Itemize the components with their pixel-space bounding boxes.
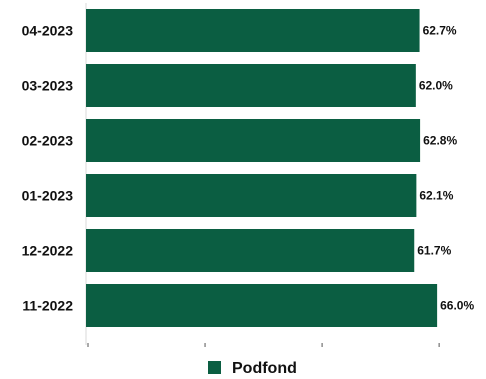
category-label: 04-2023: [22, 23, 74, 39]
bar-04-2023: [86, 9, 420, 52]
category-label: 11-2022: [22, 298, 73, 314]
bar-02-2023: [86, 119, 421, 162]
bar-12-2022: [86, 229, 415, 272]
chart-labels: 04-2023 62.7% 03-2023 62.0% 02-2023 62.8% 01-2…: [22, 23, 475, 314]
value-label: 66.0%: [440, 299, 474, 313]
legend-label: Podfond: [232, 360, 297, 377]
category-label: 03-2023: [22, 78, 74, 94]
bar-11-2022: [86, 284, 438, 327]
chart-legend: Podfond: [208, 360, 297, 377]
value-label: 62.8%: [423, 134, 457, 148]
legend-swatch: [208, 361, 221, 374]
chart-bars: [86, 9, 438, 327]
bar-01-2023: [86, 174, 417, 217]
value-label: 62.7%: [423, 24, 457, 38]
category-label: 02-2023: [22, 133, 74, 149]
category-label: 12-2022: [22, 243, 74, 259]
value-label: 62.0%: [419, 79, 453, 93]
value-label: 62.1%: [419, 189, 453, 203]
value-label: 61.7%: [417, 244, 451, 258]
category-label: 01-2023: [22, 188, 74, 204]
bar-03-2023: [86, 64, 416, 107]
